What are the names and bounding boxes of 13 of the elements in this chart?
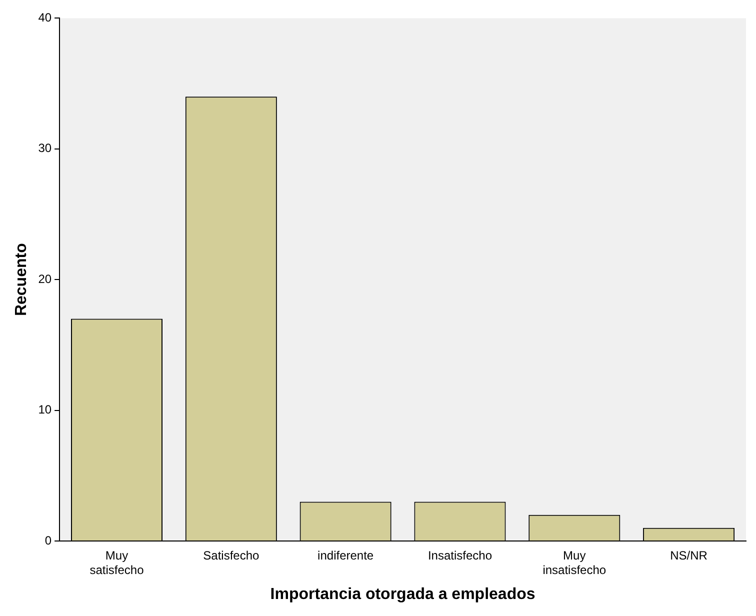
x-tick-label: Muy insatisfecho <box>542 548 606 577</box>
x-tick-label: Satisfecho <box>203 548 260 563</box>
x-tick-label: Insatisfecho <box>428 548 492 563</box>
x-axis-title: Importancia otorgada a empleados <box>270 586 536 603</box>
y-tick-label: 10 <box>38 402 52 417</box>
x-tick-label: indiferente <box>318 548 374 563</box>
y-tick-label: 40 <box>38 10 52 25</box>
x-tick-label: NS/NR <box>670 548 708 563</box>
y-axis-title: Recuento <box>13 242 30 316</box>
y-tick-label: 30 <box>38 141 52 156</box>
x-tick-label: Muy satisfecho <box>90 548 144 577</box>
y-tick-label: 20 <box>38 272 52 286</box>
y-tick-label: 0 <box>44 533 52 548</box>
